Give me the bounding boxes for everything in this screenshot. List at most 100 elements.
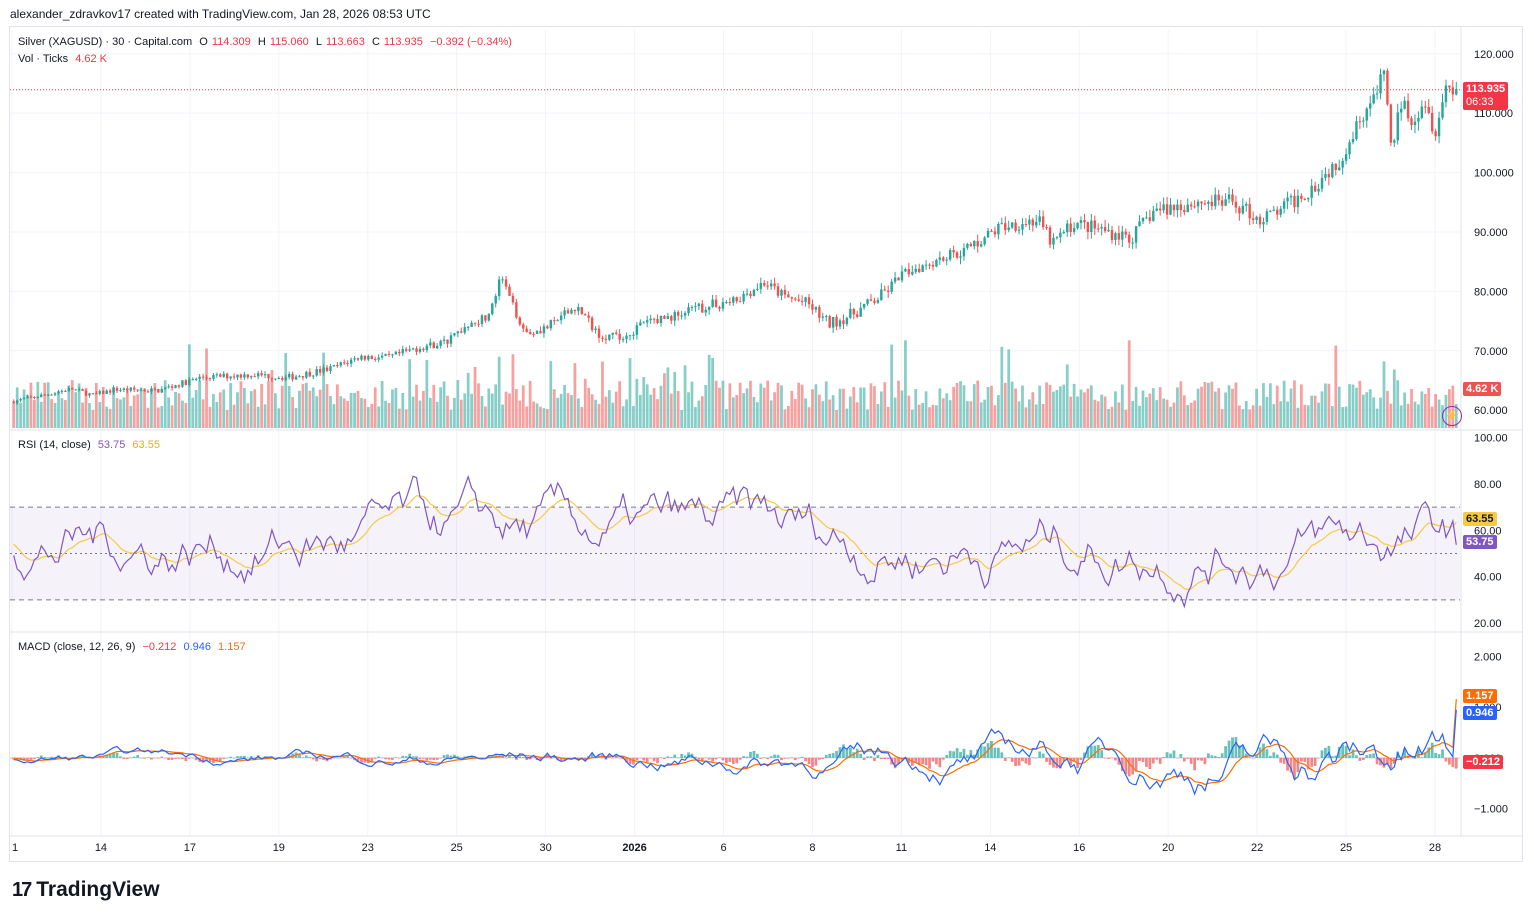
candle-body [642, 322, 645, 324]
volume-bar [160, 405, 164, 428]
volume-bar [98, 402, 102, 428]
candle-body [1262, 221, 1265, 225]
volume-bar [814, 384, 818, 428]
candle-body [1004, 223, 1007, 230]
macd-histogram-bar [1227, 740, 1231, 758]
volume-bar [329, 395, 332, 428]
macd-histogram-bar [442, 755, 446, 758]
macd-histogram-bar [1131, 757, 1135, 775]
volume-bar [377, 406, 381, 428]
candle-body [628, 335, 632, 337]
candle-body [973, 241, 976, 247]
candle-body [318, 369, 322, 373]
macd-label[interactable]: MACD (close, 12, 26, 9) [18, 641, 136, 653]
rsi-label[interactable]: RSI (14, close) [18, 439, 91, 451]
volume-label[interactable]: Vol · Ticks [18, 53, 69, 65]
macd-histogram-bar [1034, 757, 1038, 759]
volume-bar [1093, 399, 1097, 428]
candle-body [225, 373, 229, 379]
candle-body [184, 380, 188, 386]
macd-histogram-bar [649, 757, 653, 759]
volume-bar [1348, 384, 1351, 428]
macd-histogram-bar [1155, 757, 1159, 760]
volume-bar [1251, 405, 1255, 428]
candle-body [890, 281, 893, 292]
macd-histogram-bar [976, 749, 980, 758]
volume-bar [1076, 396, 1079, 428]
volume-bar [394, 387, 398, 428]
candle-body [914, 268, 917, 272]
macd-histogram-bar [249, 756, 253, 758]
candle-body [432, 342, 435, 349]
candle-body [1062, 232, 1065, 234]
candle-body [738, 301, 742, 303]
macd-histogram-bar [1286, 757, 1289, 771]
macd-histogram-bar [391, 757, 394, 760]
symbol-label[interactable]: Silver (XAGUSD) · 30 · Capital.com [18, 36, 193, 48]
macd-histogram-bar [659, 757, 663, 758]
candle-body [115, 387, 119, 391]
macd-histogram-bar [1441, 749, 1444, 758]
macd-histogram-bar [1413, 757, 1417, 759]
close-value: 113.935 [383, 36, 423, 48]
candle-body [1341, 160, 1344, 168]
macd-line [13, 709, 1457, 796]
macd-histogram-bar [917, 757, 921, 766]
volume-bar [549, 361, 553, 428]
tradingview-logo[interactable]: 17 TradingView [12, 878, 160, 902]
volume-bar [525, 406, 529, 428]
candle-body [714, 299, 718, 307]
candle-body [298, 376, 301, 378]
macd-histogram-bar [287, 754, 291, 758]
macd-histogram-bar [43, 756, 47, 758]
candle-body [36, 397, 40, 399]
volume-bar [625, 399, 628, 428]
candle-body [281, 377, 284, 380]
candle-body [821, 316, 824, 318]
volume-bar [466, 372, 470, 428]
candle-body [818, 307, 821, 318]
candle-body [277, 377, 281, 379]
volume-bar [780, 385, 783, 428]
candle-body [1231, 194, 1234, 202]
macd-histogram-bar [1083, 752, 1086, 758]
macd-histogram-bar [39, 755, 43, 758]
candle-body [1365, 108, 1368, 121]
macd-histogram-bar [842, 744, 845, 758]
macd-histogram-bar [1403, 748, 1407, 758]
volume-bar [311, 387, 315, 428]
candle-body [411, 348, 415, 350]
macd-histogram-bar [928, 757, 931, 769]
volume-bar [19, 402, 22, 428]
axis-labels: 120.000 110.000 100.000 90.000 80.000 70.000 6… [12, 49, 1514, 854]
candle-body [862, 303, 866, 308]
volume-bar [198, 380, 202, 428]
volume-bar [680, 409, 684, 428]
volume-bar [1179, 381, 1183, 428]
macd-histogram-bar [831, 752, 835, 758]
time-axis-tick: 19 [273, 842, 285, 854]
candle-body [1313, 185, 1317, 192]
volume-bar [1138, 405, 1141, 428]
candle-body [494, 296, 497, 304]
candle-body [497, 279, 501, 297]
candle-body [67, 388, 71, 392]
volume-bar [1217, 388, 1221, 428]
candle-body [1055, 237, 1059, 239]
volume-bar [449, 409, 453, 428]
macd-histogram-bar [170, 757, 174, 760]
volume-bar [835, 409, 838, 428]
candle-body [1258, 216, 1262, 225]
volume-bar [879, 391, 883, 428]
volume-bar [904, 340, 907, 428]
lightning-icon[interactable]: ⚡ [1442, 406, 1462, 426]
volume-bar [439, 387, 443, 428]
volume-bar [928, 407, 931, 428]
volume-bar [1176, 387, 1179, 428]
volume-bar [1327, 383, 1331, 428]
volume-bar [322, 352, 325, 428]
candle-body [1331, 163, 1334, 178]
macd-value: 0.946 [183, 641, 211, 653]
volume-bar [642, 377, 646, 428]
